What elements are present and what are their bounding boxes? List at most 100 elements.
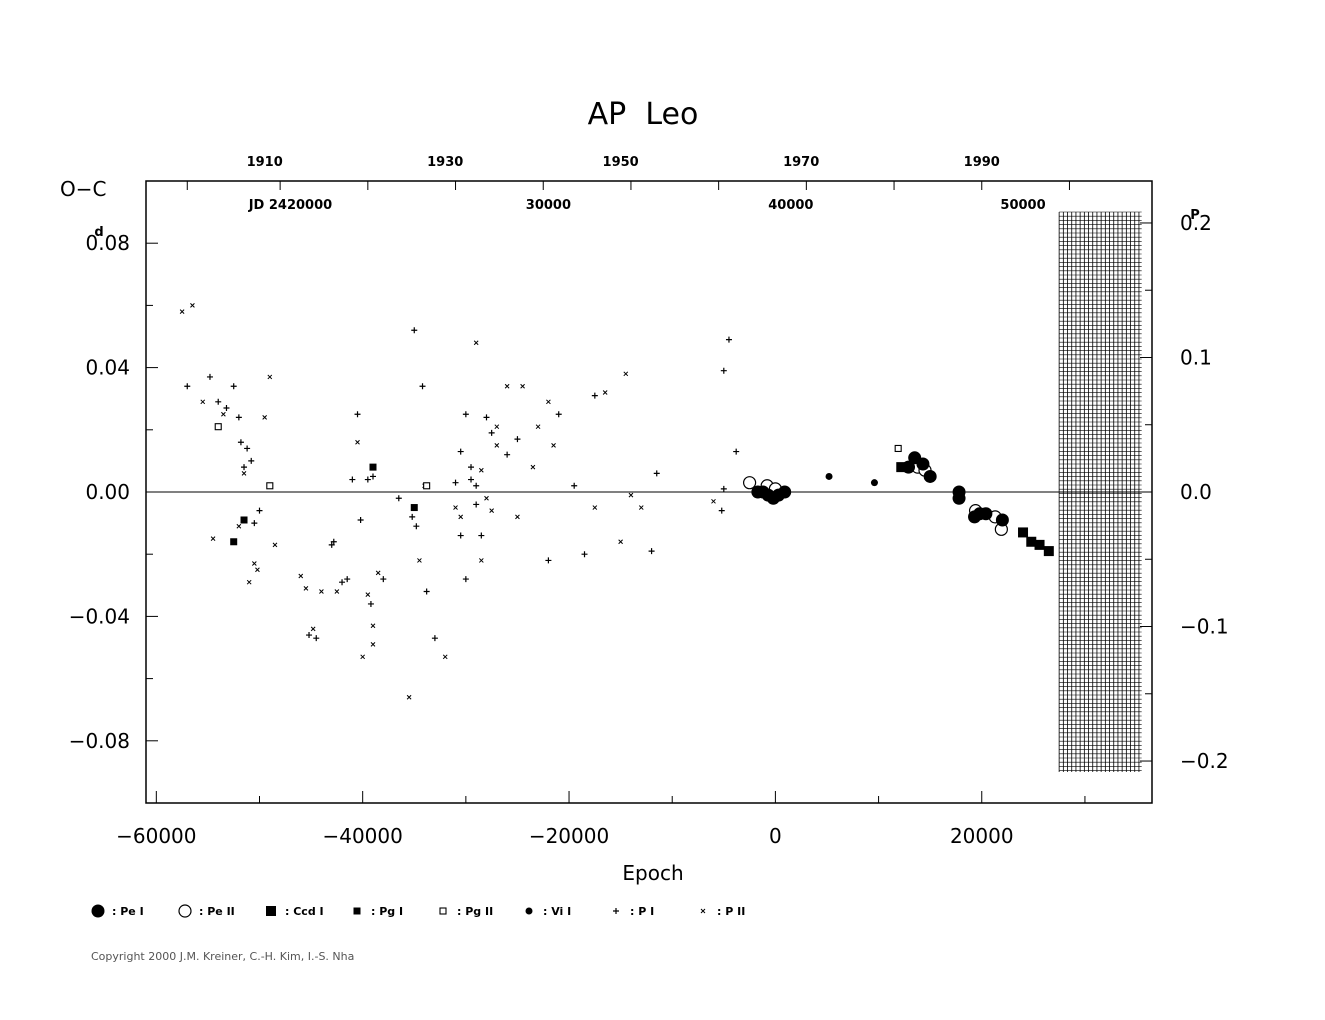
point-p-ii <box>417 558 422 563</box>
point-p-ii <box>319 589 324 594</box>
point-p-i <box>457 448 464 455</box>
point-p-ii <box>535 424 541 430</box>
point-p-i <box>504 451 511 458</box>
legend-symbol <box>353 907 361 915</box>
top-year-label: 1950 <box>603 155 639 170</box>
point-pg-ii <box>266 482 274 490</box>
point-p-i <box>357 516 364 523</box>
point-p-ii <box>262 415 268 420</box>
point-p-i <box>423 588 430 595</box>
point-p-i <box>413 523 420 530</box>
point-p-ii <box>365 592 371 597</box>
point-p-ii <box>200 399 206 405</box>
point-p-ii <box>246 579 252 585</box>
point-p-ii <box>190 303 195 308</box>
point-pe-ii <box>742 476 757 490</box>
point-p-ii <box>360 654 366 660</box>
point-p-i <box>380 576 387 583</box>
y-right-tick-label: −0.1 <box>1180 615 1229 639</box>
point-p-i <box>514 436 521 443</box>
point-p-i <box>457 532 464 539</box>
point-p-i <box>409 513 416 520</box>
point-p-ii <box>551 442 556 448</box>
point-pg-i <box>410 504 418 512</box>
point-pe-i <box>995 513 1009 527</box>
point-vi-i <box>825 472 833 480</box>
point-pe-i <box>979 507 993 521</box>
point-p-i <box>230 383 237 390</box>
point-p-ii <box>453 505 458 510</box>
point-p-i <box>478 532 485 539</box>
point-pg-i <box>240 516 248 524</box>
point-p-i <box>215 398 222 405</box>
point-p-i <box>237 439 244 446</box>
axes-and-ticks: −60000 −40000 −20000 0 20000 1910 1930 1950 1970… <box>69 155 1229 848</box>
chart-title: AP Leo <box>588 97 699 132</box>
point-p-ii <box>592 505 598 510</box>
point-ccd-i <box>1026 536 1037 547</box>
x-tick-label: 0 <box>769 824 782 848</box>
point-p-i <box>364 476 371 483</box>
point-p-i <box>206 373 213 380</box>
point-pg-ii <box>423 482 431 490</box>
point-p-ii <box>623 371 629 377</box>
point-p-ii <box>489 508 495 514</box>
y-tick-label: −0.04 <box>69 604 130 628</box>
point-p-i <box>468 476 475 483</box>
top-jd-label: 40000 <box>768 198 813 213</box>
point-pg-i <box>369 463 377 471</box>
point-p-i <box>452 479 459 486</box>
legend-label: : P II <box>717 905 745 918</box>
point-p-ii <box>530 464 536 470</box>
legend-symbol <box>525 907 533 915</box>
y-unit-left: d <box>94 225 103 240</box>
point-p-i <box>720 367 727 374</box>
point-p-ii <box>484 495 489 501</box>
point-p-ii <box>298 573 304 579</box>
y-tick-label: −0.08 <box>69 729 130 753</box>
point-p-i <box>241 464 248 471</box>
legend-label: : Pg I <box>371 905 403 918</box>
point-p-ii <box>179 309 185 314</box>
point-p-i <box>256 507 263 514</box>
point-p-ii <box>628 492 634 498</box>
point-p-ii <box>602 390 608 395</box>
legend: : Pe I: Pe II: Ccd I: Pg I: Pg II: Vi I:… <box>91 904 745 918</box>
point-pg-ii <box>214 423 222 431</box>
point-p-i <box>725 336 732 343</box>
point-p-i <box>419 383 426 390</box>
point-p-i <box>591 392 598 399</box>
point-p-i <box>462 411 469 418</box>
top-year-label: 1990 <box>964 155 1000 170</box>
top-year-label: 1910 <box>247 155 283 170</box>
point-p-i <box>473 501 480 508</box>
point-p-i <box>235 414 242 421</box>
point-p-i <box>581 551 588 558</box>
point-p-i <box>184 383 191 390</box>
legend-label: : Ccd I <box>285 905 324 918</box>
point-p-ii <box>494 442 500 448</box>
point-p-i <box>369 473 376 480</box>
legend-symbol <box>613 908 619 914</box>
point-pe-i <box>916 457 930 471</box>
point-p-i <box>354 411 361 418</box>
point-p-ii <box>310 626 316 632</box>
point-p-ii <box>494 424 500 430</box>
point-p-ii <box>711 498 716 504</box>
y-tick-label: 0.08 <box>85 231 130 255</box>
point-pg-ii <box>894 444 902 453</box>
point-p-ii <box>504 383 510 389</box>
data-points <box>179 303 1054 700</box>
point-p-ii <box>406 694 412 700</box>
point-pg-i <box>230 538 238 546</box>
legend-label: : P I <box>630 905 654 918</box>
legend-symbol <box>439 907 447 915</box>
x-tick-label: −40000 <box>322 824 402 848</box>
point-ccd-i <box>1034 539 1045 550</box>
point-p-ii <box>442 654 448 660</box>
legend-label: : Pg II <box>457 905 493 918</box>
point-p-ii <box>267 374 273 380</box>
point-p-ii <box>546 399 551 405</box>
point-p-ii <box>251 561 257 566</box>
point-ccd-i <box>1043 546 1054 557</box>
